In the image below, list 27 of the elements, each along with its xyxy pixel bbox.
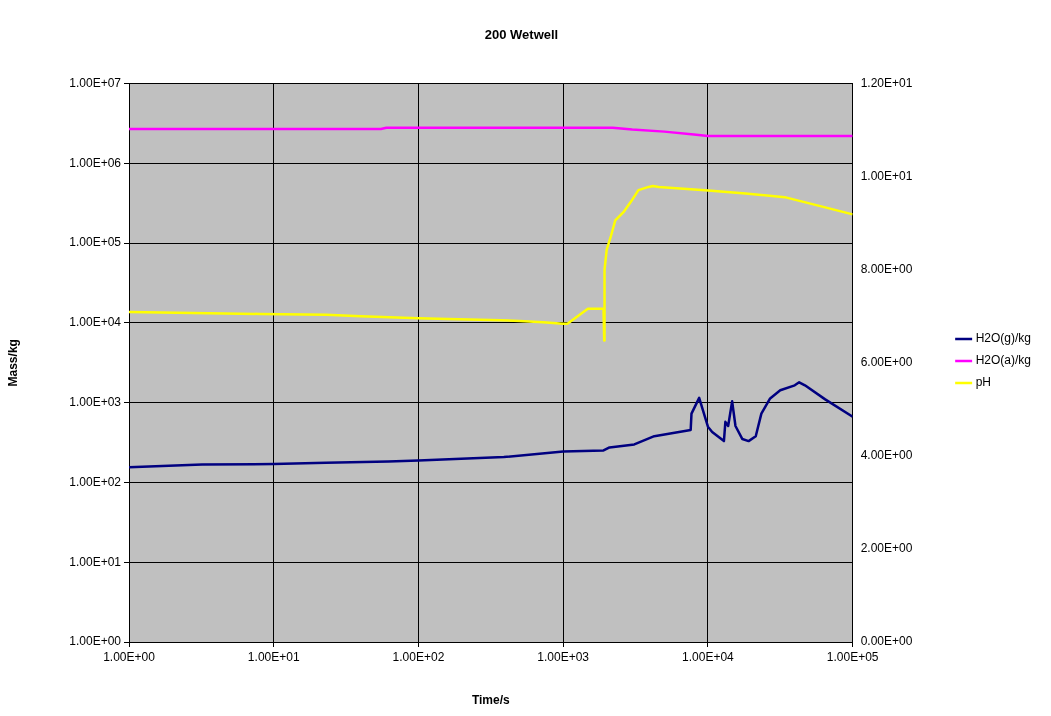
y-tick-label: 1.00E+00: [69, 634, 122, 649]
y-tick-label: 1.00E+05: [69, 235, 122, 250]
legend-label: H2O(a)/kg: [975, 353, 1032, 368]
y2-tick-label: 1.20E+01: [860, 75, 913, 90]
y2-tick-label: 0.00E+00: [860, 634, 913, 649]
y2-tick-label: 6.00E+00: [860, 355, 913, 370]
y2-tick-label: 8.00E+00: [860, 262, 913, 277]
x-tick-label: 1.00E+01: [247, 649, 300, 664]
y-tick-label: 1.00E+02: [69, 474, 122, 489]
legend-label: pH: [975, 375, 991, 390]
x-tick-label: 1.00E+00: [103, 649, 156, 664]
y-axis-title: Mass/kg: [5, 339, 20, 387]
y2-tick-label: 4.00E+00: [860, 448, 913, 463]
y-tick-label: 1.00E+07: [69, 75, 122, 90]
x-tick-label: 1.00E+04: [682, 649, 735, 664]
x-tick-label: 1.00E+05: [826, 649, 879, 664]
y2-tick-label: 2.00E+00: [860, 541, 913, 556]
y-tick-label: 1.00E+04: [69, 315, 122, 330]
x-tick-label: 1.00E+03: [537, 649, 590, 664]
y2-tick-label: 1.00E+01: [860, 168, 913, 183]
x-axis-title: Time/s: [471, 693, 511, 708]
y-tick-label: 1.00E+01: [69, 554, 122, 569]
y-tick-label: 1.00E+06: [69, 155, 122, 170]
x-tick-label: 1.00E+02: [392, 649, 445, 664]
chart-title: 200 Wetwell: [484, 27, 559, 43]
y-tick-label: 1.00E+03: [69, 395, 122, 409]
legend-label: H2O(g)/kg: [975, 331, 1032, 346]
